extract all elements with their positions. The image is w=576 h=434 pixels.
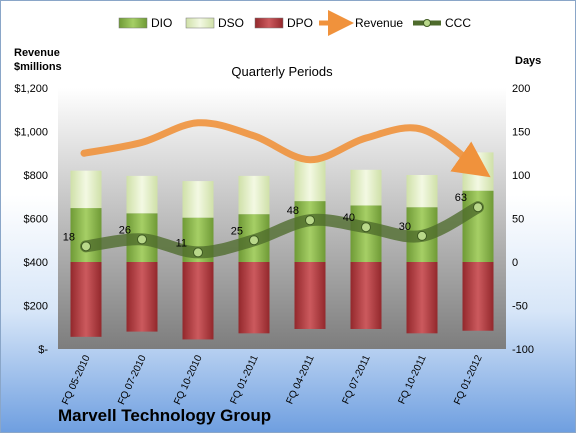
left-tick-label: $200 [24, 301, 48, 313]
dso-bar [238, 175, 270, 215]
dso-bar [350, 169, 382, 206]
legend-label: CCC [445, 16, 471, 30]
right-tick-label: 150 [512, 127, 530, 139]
ccc-point [417, 230, 427, 241]
ccc-point [193, 247, 203, 258]
ccc-point [249, 235, 259, 246]
legend-label: Revenue [355, 16, 403, 30]
right-axis: -100 -50 0 50 100 150 200 [512, 83, 534, 356]
ccc-data-label: 25 [231, 225, 243, 237]
dpo-bar [462, 262, 494, 331]
left-tick-label: $1,200 [14, 83, 48, 95]
right-tick-label: -100 [512, 344, 534, 356]
left-axis-title-line2: $millions [14, 61, 62, 73]
x-tick-label: FQ 10-2010 [172, 353, 205, 406]
ccc-data-label: 40 [343, 212, 355, 224]
legend-label: DSO [218, 16, 244, 30]
left-tick-label: $800 [24, 170, 48, 182]
x-tick-label: FQ 07-2010 [116, 353, 149, 406]
dio-bar [70, 208, 102, 262]
company-name: Marvell Technology Group [58, 406, 272, 425]
left-tick-label: $1,000 [14, 127, 48, 139]
ccc-point [473, 202, 483, 213]
ccc-point [137, 234, 147, 245]
x-axis: FQ 05-2010 FQ 07-2010 FQ 10-2010 FQ 01-2011… [60, 353, 485, 406]
right-tick-label: 100 [512, 170, 530, 182]
dso-bar [182, 181, 214, 218]
ccc-point [361, 222, 371, 233]
left-axis-title-line1: Revenue [14, 47, 60, 59]
x-tick-label: FQ 01-2012 [452, 353, 485, 406]
chart-subtitle: Quarterly Periods [231, 64, 333, 79]
dso-bar [126, 175, 158, 214]
dso-bar [294, 161, 326, 202]
ccc-data-label: 11 [176, 237, 187, 249]
dpo-bar [294, 262, 326, 329]
bars-group [70, 152, 494, 340]
x-tick-label: FQ 07-2011 [341, 353, 373, 406]
dpo-bar [126, 262, 158, 332]
legend-label: DPO [287, 16, 313, 30]
dpo-bar [406, 262, 438, 334]
dio-bar [294, 201, 326, 262]
plot-area [58, 88, 506, 349]
ccc-data-label: 18 [63, 231, 75, 243]
legend: DIO DSO DPO Revenue CCC [118, 10, 471, 36]
dpo-bar [238, 262, 270, 334]
x-tick-label: FQ 10-2011 [397, 353, 429, 406]
left-tick-label: $400 [24, 257, 48, 269]
legend-swatch [185, 17, 215, 29]
dso-bar [70, 170, 102, 209]
dso-bar [406, 175, 438, 208]
ccc-data-label: 30 [399, 221, 411, 233]
legend-swatch [118, 17, 148, 29]
legend-swatch [254, 17, 284, 29]
revenue-line [80, 119, 491, 178]
left-tick-label: $600 [24, 214, 48, 226]
ccc-point [81, 241, 91, 252]
legend-swatch-dot [423, 19, 431, 27]
dpo-bar [182, 262, 214, 340]
right-tick-label: 50 [512, 214, 524, 226]
left-axis: $- $200 $400 $600 $800 $1,000 $1,200 [14, 83, 48, 356]
legend-label: DIO [151, 16, 172, 30]
ccc-point [305, 215, 315, 226]
x-tick-label: FQ 05-2010 [60, 353, 93, 406]
lines-group: 18 26 11 25 48 40 30 63 [63, 119, 491, 259]
right-tick-label: -50 [512, 301, 528, 313]
dpo-bar [350, 262, 382, 329]
ccc-data-label: 26 [119, 224, 131, 236]
left-tick-label: $- [38, 344, 48, 356]
right-tick-label: 0 [512, 257, 518, 269]
right-axis-title: Days [515, 55, 541, 67]
x-tick-label: FQ 04-2011 [285, 353, 317, 406]
x-tick-label: FQ 01-2011 [229, 353, 261, 406]
ccc-data-label: 63 [455, 192, 467, 204]
dpo-bar [70, 262, 102, 337]
right-tick-label: 200 [512, 83, 530, 95]
ccc-data-label: 48 [287, 205, 299, 217]
